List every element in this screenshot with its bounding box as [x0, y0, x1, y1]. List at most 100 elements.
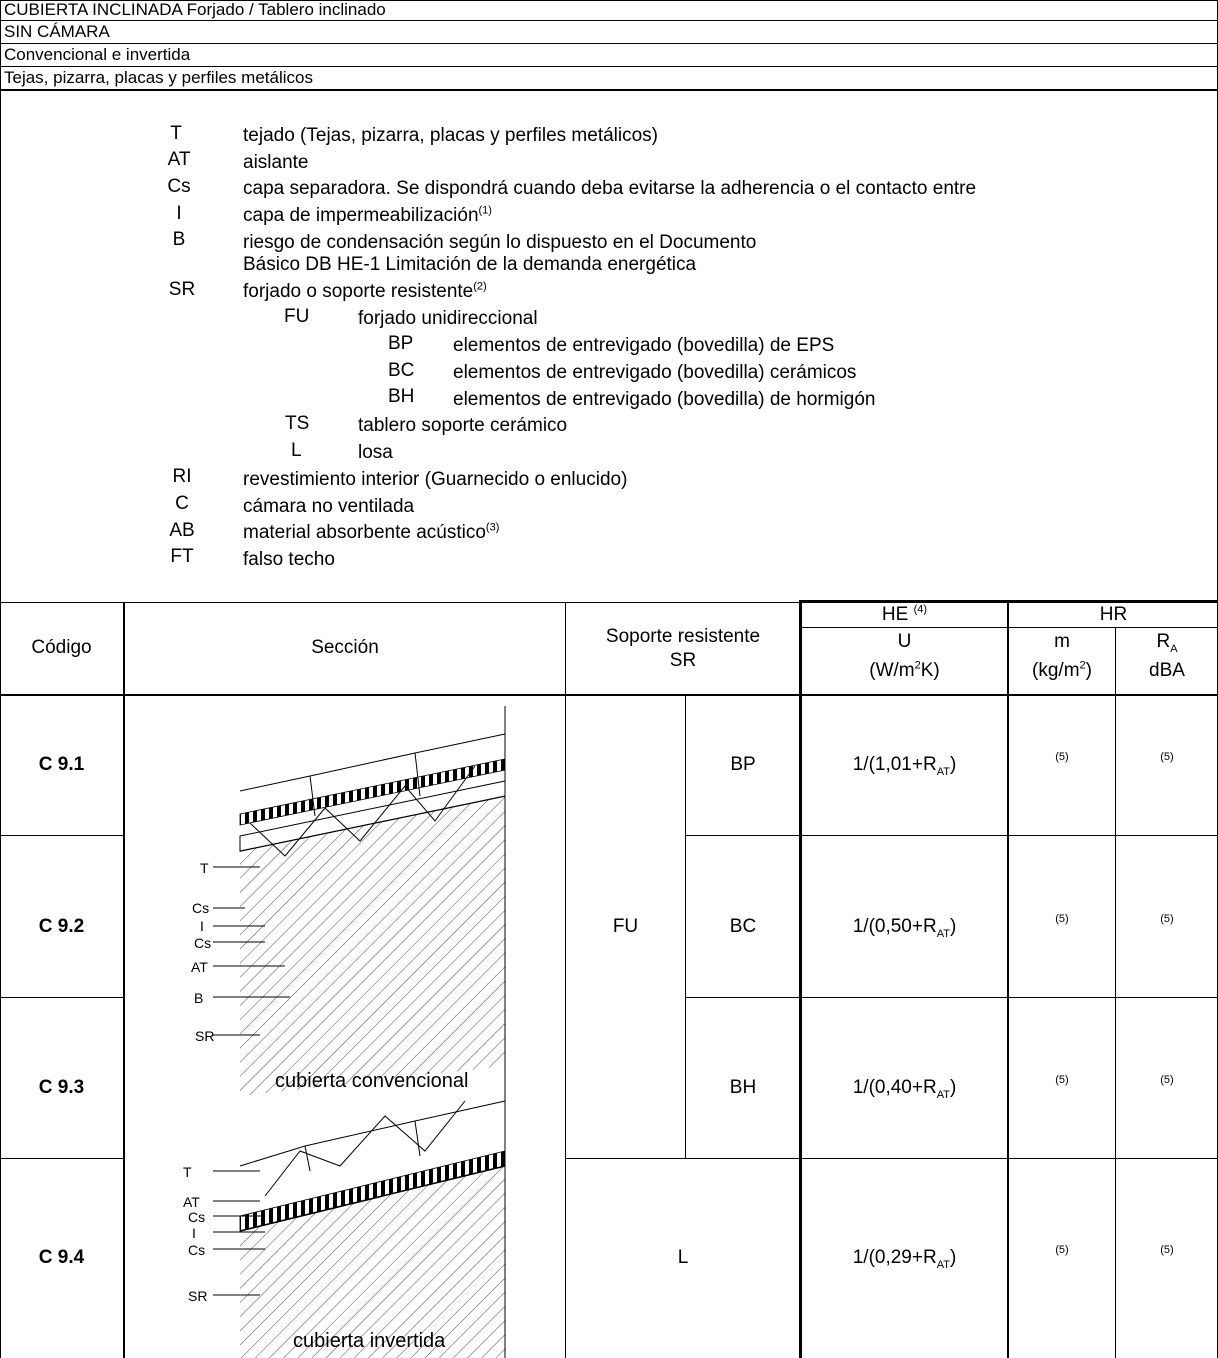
caption-conventional: cubierta convencional — [275, 1070, 469, 1092]
legend-code-bp: BP — [388, 333, 414, 354]
u-value-2-sub: AT — [936, 927, 950, 940]
col-header-m-unit: (kg/m2) — [1009, 660, 1115, 682]
header-line-3: Convencional e invertida — [4, 45, 191, 64]
legend-text-ts: tablero soporte cerámico — [358, 415, 568, 436]
legend-code-c: C — [175, 493, 189, 514]
legend-text-at: aislante — [243, 152, 309, 173]
table-header-bottom — [0, 694, 1218, 696]
row-code-1: C 9.1 — [38, 754, 85, 775]
note-m-4: (5) — [1055, 1244, 1069, 1256]
tiles-line — [239, 733, 506, 817]
u-value-2: 1/(0,50+RAT) — [802, 916, 1007, 940]
col-header-soporte-2: SR — [669, 650, 697, 671]
legend-code-ts: TS — [285, 413, 310, 434]
draw-label-at: AT — [191, 959, 208, 975]
header-line-4: Tejas, pizarra, placas y perfiles metáli… — [4, 68, 313, 87]
table-top-border — [0, 602, 800, 603]
ra-sub: A — [1170, 642, 1178, 655]
draw-label-inv-i: I — [192, 1225, 196, 1241]
u-unit-a: (W/m — [869, 660, 915, 681]
col-header-hr: HR — [1099, 604, 1128, 625]
col-header-he-note: (4) — [913, 603, 928, 616]
note-ra-4: (5) — [1160, 1244, 1174, 1256]
row-code-2: C 9.2 — [38, 916, 85, 937]
col-header-he: HE (4) — [802, 604, 1007, 626]
u-value-1-sub: AT — [936, 765, 950, 778]
legend-code-ab: AB — [169, 520, 195, 541]
draw-label-t: T — [200, 860, 209, 876]
legend-code-cs: Cs — [167, 176, 191, 197]
m-unit-a: (kg/m — [1032, 660, 1080, 681]
draw-label-inv-cs2: Cs — [188, 1242, 206, 1258]
section-drawing — [213, 706, 506, 1358]
legend-text-ab-note: (3) — [485, 521, 500, 534]
legend-code-ft: FT — [170, 546, 194, 567]
legend-code-i: I — [176, 203, 182, 224]
u-unit-sup: 2 — [914, 659, 921, 672]
section-inverted — [213, 1091, 506, 1358]
note-m-2: (5) — [1055, 913, 1069, 925]
battens-zigzag — [249, 765, 476, 857]
row-divider-2b — [685, 997, 1218, 998]
legend-code-b: B — [172, 229, 186, 250]
draw-label-cs2: Cs — [194, 935, 212, 951]
u-value-1-a: 1/(1,01+R — [852, 754, 937, 775]
legend-text-i-main: capa de impermeabilización — [243, 205, 479, 226]
col-line-4 — [799, 600, 802, 1358]
row-divider-3b — [565, 1158, 1218, 1159]
support-fu: FU — [612, 916, 639, 937]
table-top-border-right — [800, 600, 1218, 603]
u-value-3-sub: AT — [936, 1088, 950, 1101]
legend-text-ab: material absorbente acústico(3) — [243, 522, 499, 544]
legend-code-at: AT — [167, 149, 191, 170]
col-header-m: m — [1054, 631, 1070, 652]
support-bp: BP — [730, 754, 756, 775]
u-value-3-a: 1/(0,40+R — [852, 1077, 937, 1098]
support-l: L — [677, 1247, 689, 1268]
legend-code-bc: BC — [388, 360, 415, 381]
legend-text-t: tejado (Tejas, pizarra, placas y perfile… — [243, 125, 659, 146]
header-divider — [0, 89, 1218, 91]
header-line-2: SIN CÁMARA — [4, 22, 110, 41]
draw-label-i: I — [200, 918, 204, 934]
legend-text-cs: capa separadora. Se dispondrá cuando deb… — [243, 178, 977, 199]
note-ra-3: (5) — [1160, 1074, 1174, 1086]
col-header-codigo: Código — [31, 637, 92, 658]
draw-label-inv-sr: SR — [188, 1288, 208, 1304]
caption-inverted: cubierta invertida — [293, 1330, 446, 1352]
legend-text-sr-note: (2) — [473, 280, 487, 293]
u-value-3: 1/(0,40+RAT) — [802, 1077, 1007, 1101]
header-divider — [0, 43, 1218, 44]
u-value-3-b: ) — [949, 1077, 957, 1098]
legend-text-ri: revestimiento interior (Guarnecido o enl… — [243, 469, 628, 490]
legend-text-fu: forjado unidireccional — [358, 308, 538, 329]
header-line-1: CUBIERTA INCLINADA Forjado / Tablero inc… — [4, 0, 386, 19]
u-unit-b: K) — [920, 660, 940, 681]
u-value-4-b: ) — [949, 1247, 957, 1268]
legend-code-bh: BH — [388, 386, 415, 407]
legend-text-b: riesgo de condensación según lo dispuest… — [243, 232, 757, 253]
draw-label-inv-t: T — [183, 1164, 192, 1180]
col-header-soporte-1: Soporte resistente — [605, 626, 761, 647]
legend-code-t: T — [170, 123, 182, 144]
col-header-u-unit: (W/m2K) — [802, 660, 1007, 682]
row-divider-2 — [0, 997, 124, 998]
draw-label-inv-cs1: Cs — [188, 1209, 206, 1225]
section-conventional — [213, 706, 506, 1096]
note-m-3: (5) — [1055, 1074, 1069, 1086]
u-value-1-b: ) — [949, 754, 957, 775]
support-bc: BC — [729, 916, 757, 937]
legend-text-i: capa de impermeabilización(1) — [243, 205, 492, 227]
m-unit-b: ) — [1085, 660, 1092, 681]
legend-text-bp: elementos de entrevigado (bovedilla) de … — [453, 335, 835, 356]
u-value-2-b: ) — [949, 916, 957, 937]
col-header-he-label: HE — [881, 604, 909, 625]
col-line-6 — [1115, 627, 1116, 1358]
legend-text-l: losa — [358, 442, 393, 463]
col-line-3 — [685, 696, 686, 1158]
col-line-5 — [1007, 600, 1009, 1358]
support-bh: BH — [729, 1077, 757, 1098]
legend-text-b-2: Básico DB HE-1 Limitación de la demanda … — [243, 254, 697, 275]
row-code-3: C 9.3 — [38, 1077, 85, 1098]
col-line-2 — [565, 603, 566, 1358]
